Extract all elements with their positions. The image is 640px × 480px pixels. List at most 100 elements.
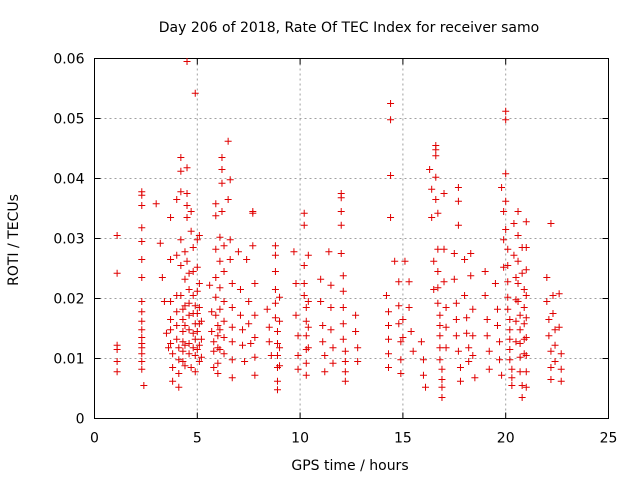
data-point <box>218 166 226 173</box>
data-point <box>216 284 224 292</box>
data-point <box>504 262 512 269</box>
data-point <box>138 202 146 209</box>
data-point <box>197 317 205 325</box>
data-point <box>294 365 302 373</box>
data-point <box>450 250 458 257</box>
data-point <box>169 364 177 371</box>
data-point <box>385 335 393 343</box>
data-point <box>138 358 146 365</box>
data-point <box>276 344 284 352</box>
data-point <box>195 341 203 349</box>
data-point <box>467 272 475 280</box>
data-point <box>385 364 393 371</box>
data-point <box>160 298 168 305</box>
data-point <box>167 298 175 305</box>
data-point <box>224 196 232 203</box>
data-point <box>397 370 405 377</box>
data-point <box>506 356 514 364</box>
y-tick-label: 0.03 <box>53 232 84 248</box>
data-point <box>177 188 185 196</box>
data-point <box>271 251 279 259</box>
data-point <box>187 208 195 215</box>
data-point <box>520 304 528 311</box>
data-point <box>399 334 407 341</box>
x-tick-label: 5 <box>193 431 202 447</box>
data-point <box>271 286 279 293</box>
data-point <box>245 298 253 305</box>
data-point <box>251 353 259 361</box>
data-point <box>183 214 191 221</box>
data-point <box>483 332 491 340</box>
data-point <box>434 245 442 253</box>
data-point <box>214 359 222 367</box>
data-point <box>481 292 489 299</box>
data-point <box>236 311 244 319</box>
data-point <box>181 248 189 256</box>
data-point <box>434 299 442 307</box>
data-point <box>169 350 177 358</box>
data-point <box>436 332 444 340</box>
data-point <box>304 251 312 259</box>
data-point <box>239 326 247 334</box>
data-point <box>522 368 530 376</box>
data-point <box>339 335 347 343</box>
data-point <box>504 245 512 253</box>
data-point <box>442 344 450 352</box>
data-point <box>212 245 220 253</box>
data-point <box>440 278 448 286</box>
data-point <box>354 358 362 365</box>
data-point <box>158 274 166 281</box>
plot-area-border <box>94 58 609 419</box>
data-point <box>218 179 226 187</box>
data-point <box>430 286 438 293</box>
data-point <box>551 358 559 365</box>
data-point <box>319 322 327 329</box>
data-point <box>304 344 312 352</box>
data-point <box>506 316 514 323</box>
data-point <box>385 308 393 316</box>
data-point <box>547 220 555 227</box>
data-point <box>175 383 183 391</box>
data-point <box>454 221 462 229</box>
data-point <box>512 317 520 325</box>
data-point <box>300 280 308 287</box>
data-point <box>294 352 302 359</box>
data-point <box>522 292 530 299</box>
data-point <box>557 350 565 358</box>
data-point <box>181 362 189 370</box>
data-point <box>138 308 146 316</box>
data-point <box>502 226 510 233</box>
data-point <box>271 268 279 275</box>
data-point <box>385 322 393 329</box>
data-point <box>341 358 349 365</box>
data-point <box>543 298 551 305</box>
data-point <box>493 305 501 313</box>
data-point <box>399 316 407 323</box>
data-point <box>426 166 434 173</box>
data-point <box>224 137 232 145</box>
data-point <box>510 220 518 227</box>
data-point <box>337 194 345 202</box>
data-point <box>220 350 228 358</box>
data-point <box>267 352 275 359</box>
data-point <box>177 236 185 244</box>
data-point <box>113 358 121 365</box>
data-point <box>138 365 146 373</box>
data-point <box>508 382 516 389</box>
data-point <box>138 334 146 341</box>
data-point <box>555 323 563 331</box>
data-point <box>251 334 259 341</box>
data-point <box>352 328 360 335</box>
data-point <box>226 256 234 263</box>
data-point <box>317 275 325 283</box>
x-axis-tick-labels: 0 5 10 15 20 25 <box>90 431 617 447</box>
data-point <box>173 308 181 316</box>
data-point <box>187 227 195 235</box>
data-point <box>506 326 514 334</box>
data-point <box>461 256 469 263</box>
y-tick-label: 0.02 <box>53 292 84 308</box>
data-point <box>454 347 462 355</box>
data-point <box>193 287 201 295</box>
data-point <box>251 311 259 319</box>
data-point <box>212 293 220 301</box>
